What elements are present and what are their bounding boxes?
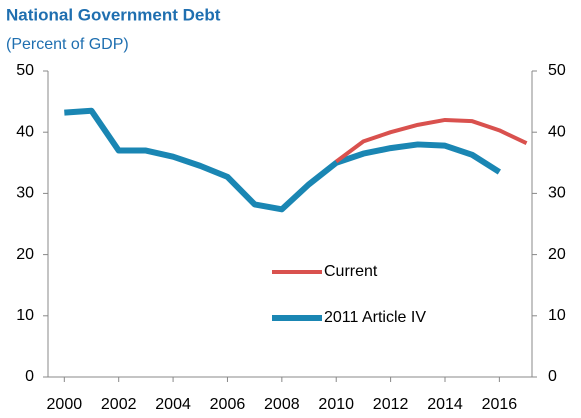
y2-tick-label: 40 [548, 123, 566, 140]
legend-label: 2011 Article IV [324, 309, 426, 326]
x-tick-label: 2002 [101, 396, 137, 413]
y2-tick-label: 20 [548, 246, 566, 263]
y-tick-label: 20 [16, 246, 34, 263]
x-tick-label: 2016 [482, 396, 518, 413]
y-tick-label: 40 [16, 123, 34, 140]
x-tick-label: 2000 [47, 396, 83, 413]
y-tick-label: 0 [25, 368, 34, 385]
y2-tick-label: 0 [548, 368, 557, 385]
chart-title: National Government Debt [6, 5, 221, 24]
y2-tick-label: 30 [548, 185, 566, 202]
x-tick-label: 2004 [155, 396, 191, 413]
x-tick-label: 2006 [210, 396, 246, 413]
y-tick-label: 30 [16, 185, 34, 202]
y2-tick-label: 50 [548, 62, 566, 79]
y-tick-label: 10 [16, 307, 34, 324]
series-line [64, 107, 501, 213]
x-tick-label: 2010 [318, 396, 354, 413]
series-line [335, 117, 528, 164]
x-tick-label: 2014 [427, 396, 463, 413]
y-tick-label: 50 [16, 62, 34, 79]
x-tick-label: 2008 [264, 396, 300, 413]
y2-tick-label: 10 [548, 307, 566, 324]
x-tick-label: 2012 [373, 396, 409, 413]
legend-label: Current [324, 263, 378, 280]
chart-subtitle: (Percent of GDP) [6, 36, 129, 53]
